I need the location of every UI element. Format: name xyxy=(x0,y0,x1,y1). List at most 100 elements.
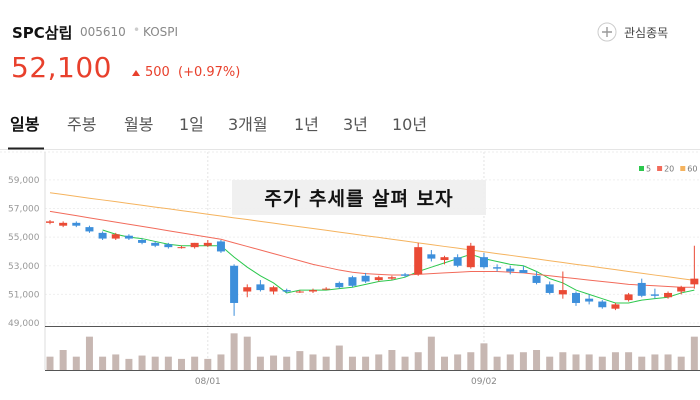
candle-body xyxy=(572,292,580,303)
legend-swatch xyxy=(657,166,663,171)
volume-bar xyxy=(598,356,606,370)
ma-line xyxy=(49,210,695,288)
candle-body xyxy=(348,277,357,286)
candle-body xyxy=(558,290,567,295)
volume-bar xyxy=(270,355,278,370)
x-tick-label: 08/01 xyxy=(195,377,221,387)
candle-body xyxy=(151,242,160,246)
candle-body xyxy=(387,277,396,279)
candle-body xyxy=(295,291,304,293)
candle-body xyxy=(414,247,423,275)
candle-body xyxy=(111,234,120,239)
candle-body xyxy=(269,287,278,292)
volume-bar xyxy=(427,336,435,370)
candle-body xyxy=(243,287,252,292)
volume-bar xyxy=(85,336,93,370)
legend-label: 5 xyxy=(646,165,651,174)
separator: • xyxy=(133,23,141,37)
volume-bar xyxy=(677,356,685,370)
tab[interactable]: 3개월 xyxy=(228,115,268,134)
candle-body xyxy=(532,275,541,283)
volume-bar xyxy=(690,336,698,370)
volume-bar xyxy=(559,352,567,370)
candle-body xyxy=(72,222,81,226)
volume-bar xyxy=(256,356,264,370)
volume-bar xyxy=(480,343,488,370)
legend-swatch xyxy=(639,166,644,171)
candle-body xyxy=(85,227,94,232)
volume-bar xyxy=(322,356,330,370)
volume-bar xyxy=(46,356,54,370)
ma-line xyxy=(49,192,695,281)
y-tick-label: 55,000 xyxy=(8,233,40,243)
candle-body xyxy=(453,257,462,266)
tab[interactable]: 1년 xyxy=(294,115,319,134)
candle-body xyxy=(374,277,383,281)
stock-name: SPC삼립 xyxy=(12,24,73,42)
tab[interactable]: 10년 xyxy=(392,115,428,134)
price: 52,100 xyxy=(11,51,112,84)
volume-bar xyxy=(204,358,212,370)
candle-body xyxy=(427,254,436,259)
candle-body xyxy=(466,245,475,268)
candle-body xyxy=(650,294,659,296)
candle-body xyxy=(624,294,633,301)
volume-bar xyxy=(638,356,646,370)
candle-body xyxy=(598,301,607,308)
candle-body xyxy=(519,270,528,273)
volume-bar xyxy=(348,356,356,370)
add-icon[interactable] xyxy=(597,22,617,42)
volume-bar xyxy=(283,356,291,370)
candle-body xyxy=(401,274,410,276)
tab[interactable]: 일봉 xyxy=(10,115,40,134)
candle-body xyxy=(361,275,370,282)
candle-body xyxy=(677,287,686,292)
volume-bar xyxy=(441,356,448,370)
candle-body xyxy=(690,278,699,285)
candle-body xyxy=(585,298,594,302)
y-tick-label: 53,000 xyxy=(8,262,40,272)
volume-bar xyxy=(178,358,185,370)
tab[interactable]: 월봉 xyxy=(124,115,154,134)
volume-bar xyxy=(611,352,619,370)
volume-bar xyxy=(125,358,133,370)
legend-label: 60 xyxy=(687,165,697,174)
candle-body xyxy=(98,232,107,239)
candle-body xyxy=(493,267,502,269)
volume-bar xyxy=(138,355,146,370)
candle-body xyxy=(190,242,199,248)
watch-button[interactable]: 관심종목 xyxy=(624,26,669,40)
volume-bar xyxy=(230,333,238,370)
tab[interactable]: 1일 xyxy=(179,115,204,134)
volume-bar xyxy=(217,354,225,370)
market: KOSPI xyxy=(143,25,179,39)
candle-body xyxy=(335,282,344,288)
candle-body xyxy=(282,290,291,292)
volume-bar xyxy=(112,354,120,370)
up-arrow xyxy=(132,70,140,76)
tab[interactable]: 주봉 xyxy=(67,115,97,134)
candle-body xyxy=(545,284,554,293)
volume-bar xyxy=(191,356,199,370)
volume-bar xyxy=(72,356,80,370)
change-percent: (+0.97%) xyxy=(178,65,241,80)
volume-bar xyxy=(309,354,317,370)
candle-body xyxy=(230,265,239,303)
volume-bar xyxy=(467,352,475,370)
volume-bar xyxy=(506,354,514,370)
y-tick-label: 57,000 xyxy=(8,205,40,215)
stock-code: 005610 xyxy=(80,25,126,39)
tab[interactable]: 3년 xyxy=(343,115,368,134)
volume-bar xyxy=(296,351,304,370)
volume-bar xyxy=(59,350,67,370)
volume-bar xyxy=(572,354,580,370)
volume-bar xyxy=(651,354,659,370)
candle-body xyxy=(322,288,331,290)
volume-bar xyxy=(362,356,370,370)
candle-body xyxy=(664,292,673,298)
volume-bar xyxy=(519,352,527,370)
candle-body xyxy=(256,284,265,291)
